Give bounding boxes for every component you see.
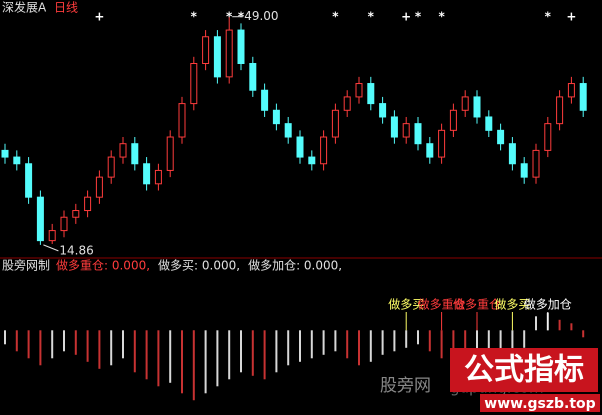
candle-body: [261, 89, 269, 111]
low-pointer: [43, 244, 59, 252]
candle-body: [449, 109, 457, 131]
candle-body: [36, 196, 44, 242]
signal-label: 做多买: [388, 297, 424, 312]
candle-body: [107, 156, 115, 178]
candle-body: [320, 136, 328, 165]
candle-body: [414, 123, 422, 145]
stock-name: 深发展A: [2, 0, 47, 15]
candle-body: [60, 216, 68, 232]
signal-marker: +: [94, 10, 104, 24]
candle-body: [1, 149, 9, 158]
signal-marker: +: [566, 10, 576, 24]
candle-body: [190, 62, 198, 105]
candle-body: [402, 123, 410, 138]
badge-bg: [450, 348, 598, 392]
candle-body: [544, 123, 552, 151]
indicator-legend: 做多买: 0.000,: [158, 258, 240, 273]
candle-body: [497, 129, 505, 145]
candle-body: [272, 109, 280, 125]
indicator-name: 股旁网制: [2, 258, 50, 273]
candle-body: [556, 96, 564, 125]
candle-body: [520, 163, 528, 178]
signal-marker: *: [191, 10, 198, 24]
signal-marker: *: [226, 10, 233, 24]
marks: 49.00 14.86 + * * * * * + * * * + 做多重仓: 0.000, 做多买: 0.…: [1, 9, 587, 401]
candle-body: [508, 143, 516, 165]
candle-body: [25, 163, 33, 198]
candle-body: [485, 116, 493, 131]
candle-body: [390, 116, 398, 138]
candle-body: [249, 62, 257, 91]
signal-marker: *: [238, 10, 245, 24]
indicator-legend: 做多重仓: 0.000,: [56, 258, 150, 273]
signal-label: 做多重仓: [418, 297, 466, 312]
signal-label: 做多重仓: [453, 297, 501, 312]
candle-body: [48, 230, 56, 242]
period: 日线: [54, 1, 78, 15]
candle-body: [166, 136, 174, 171]
candle-body: [72, 210, 80, 218]
signal-marker: *: [545, 10, 552, 24]
candle-body: [95, 176, 103, 198]
url-bg: [480, 394, 600, 412]
candle-body: [237, 29, 245, 64]
signal-label: 做多加仓: [524, 297, 572, 312]
candle-body: [426, 143, 434, 158]
candle-body: [13, 156, 21, 165]
candle-body: [355, 83, 363, 98]
candle-body: [154, 169, 162, 185]
url: www.gszb.top: [484, 396, 595, 412]
indicator-legend: 做多加仓: 0.000,: [248, 258, 342, 273]
candle-body: [308, 156, 316, 165]
candle-body: [131, 143, 139, 165]
candle-body: [579, 83, 587, 111]
candle-body: [331, 109, 339, 138]
candle-body: [296, 136, 304, 158]
signal-marker: +: [401, 10, 411, 24]
signal-marker: *: [332, 10, 339, 24]
candle-body: [367, 83, 375, 105]
candle-body: [438, 129, 446, 158]
candle-body: [202, 36, 210, 64]
candle-body: [84, 196, 92, 212]
signal-label: 做多买: [494, 297, 530, 312]
high-label: 49.00: [244, 9, 278, 23]
candle-body: [567, 83, 575, 98]
candle-body: [473, 96, 481, 118]
candle-body: [379, 103, 387, 118]
signal-marker: *: [438, 10, 445, 24]
candle-body: [213, 36, 221, 78]
badge: 公式指标: [464, 353, 584, 388]
candle-body: [119, 143, 127, 158]
low-label: 14.86: [59, 243, 93, 257]
candle-body: [284, 123, 292, 138]
watermark-site: 股旁网: [380, 376, 431, 396]
candle-body: [178, 103, 186, 138]
signal-marker: *: [368, 10, 375, 24]
signal-marker: *: [415, 10, 422, 24]
candle-body: [532, 149, 540, 178]
candle-body: [143, 163, 151, 185]
candle-body: [343, 96, 351, 111]
candle-body: [461, 96, 469, 111]
candle-body: [225, 29, 233, 78]
